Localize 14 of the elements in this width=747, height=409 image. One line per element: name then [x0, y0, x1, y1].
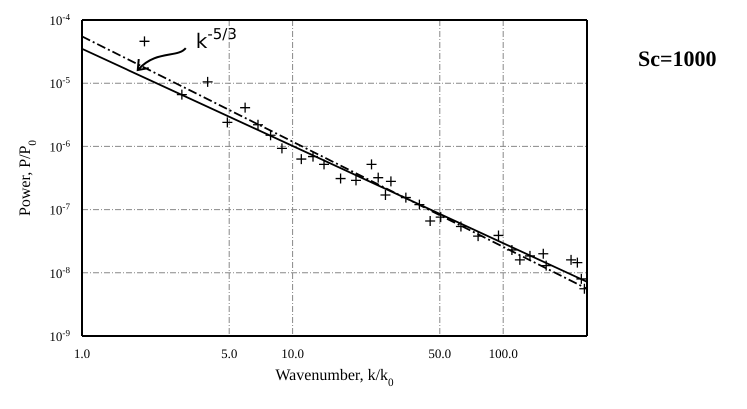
- y-tick-label: 10$^{-9}$: [49, 328, 70, 344]
- x-axis-title: Wavenumber, k/k$_{0}$: [275, 367, 394, 389]
- y-tick-label: 10$^{-8}$: [49, 264, 70, 281]
- y-tick-label: 10$^{-6}$: [49, 138, 70, 154]
- x-tick-label: 100.0: [488, 346, 518, 361]
- x-tick-label: 50.0: [428, 346, 452, 361]
- x-tick-label: 1.0: [74, 346, 90, 361]
- y-tick-label: 10$^{-4}$: [49, 12, 70, 28]
- y-tick-label: 10$^{-5}$: [49, 75, 70, 92]
- text: Sc=1000: [638, 46, 717, 72]
- annotation: k$^{-5/3}$: [196, 25, 237, 54]
- y-tick-label: 10$^{-7}$: [49, 202, 70, 218]
- x-tick-label: 10.0: [281, 346, 304, 361]
- x-tick-label: 5.0: [221, 346, 238, 361]
